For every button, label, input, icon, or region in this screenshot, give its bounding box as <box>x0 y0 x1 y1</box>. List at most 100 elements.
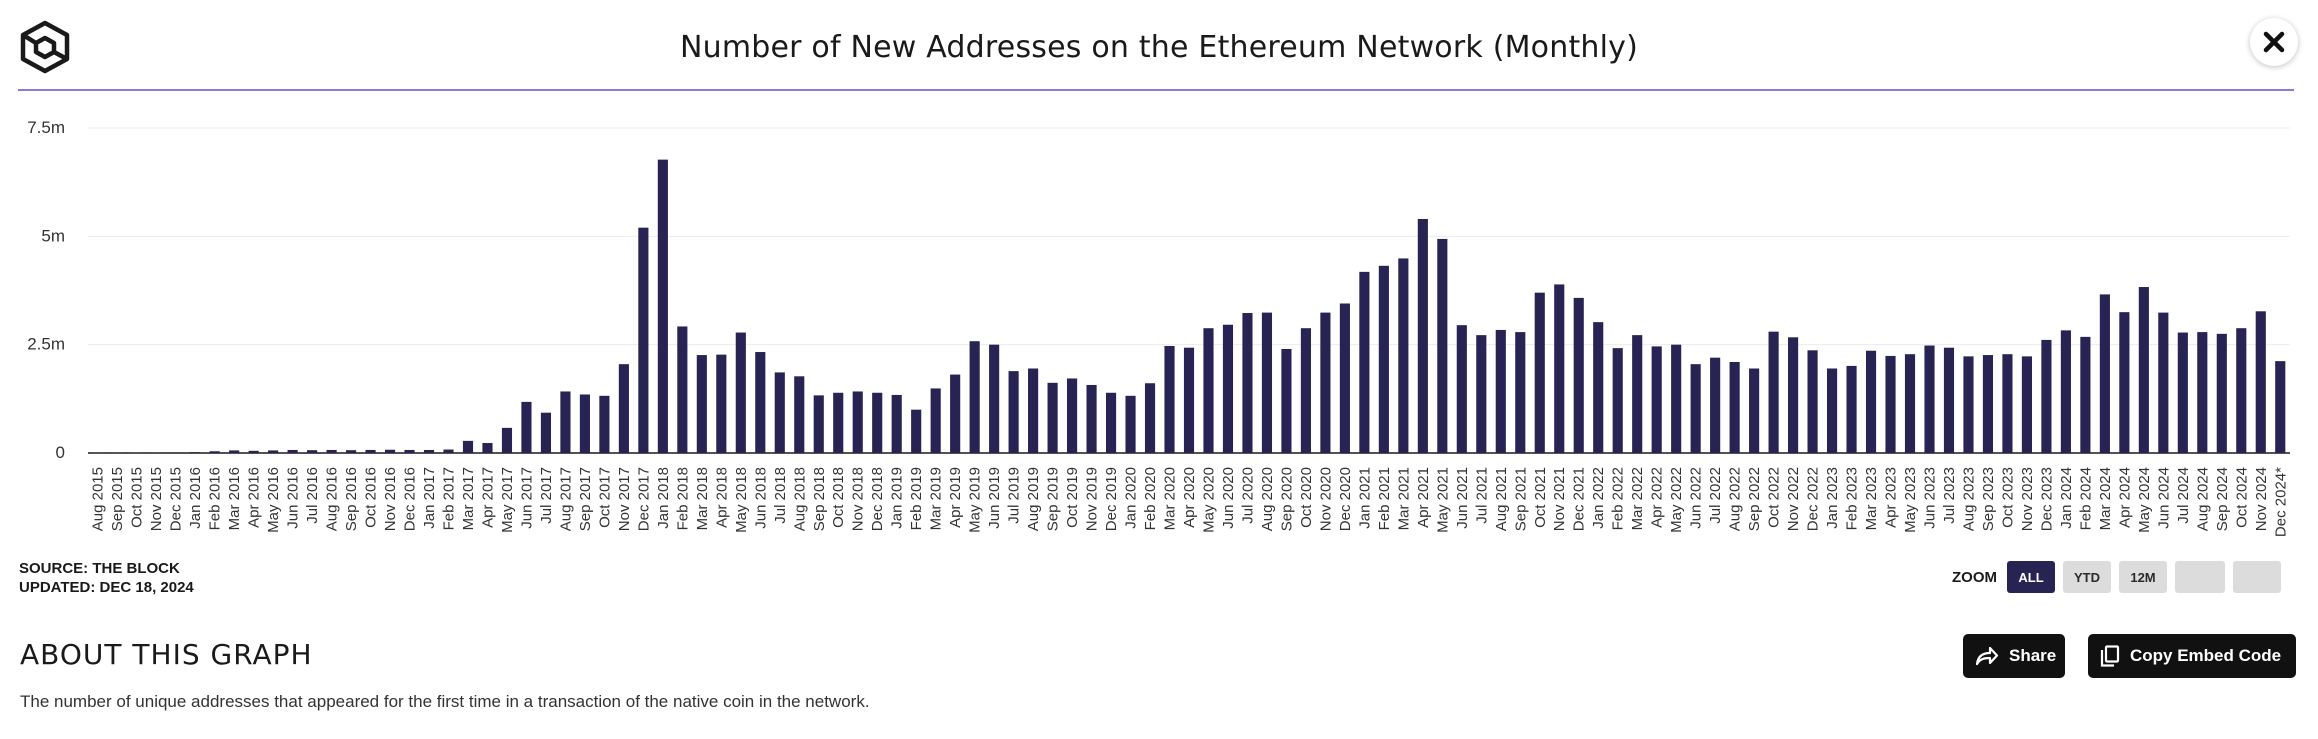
bar[interactable] <box>1359 271 1370 453</box>
close-button[interactable] <box>2250 18 2298 66</box>
bar[interactable] <box>1437 238 1448 453</box>
zoom-option-button[interactable] <box>2175 561 2225 593</box>
bar[interactable] <box>1534 292 1545 453</box>
bar[interactable] <box>813 395 824 453</box>
bar[interactable] <box>969 341 980 453</box>
bar[interactable] <box>833 392 844 453</box>
bar[interactable] <box>229 450 240 453</box>
bar[interactable] <box>2041 339 2052 453</box>
bar[interactable] <box>404 449 415 453</box>
bar[interactable] <box>2060 330 2071 453</box>
bar[interactable] <box>2099 294 2110 453</box>
bar[interactable] <box>1242 313 1253 453</box>
bar[interactable] <box>735 332 746 453</box>
bar[interactable] <box>2021 356 2032 453</box>
bar[interactable] <box>599 395 610 453</box>
bar[interactable] <box>462 440 474 453</box>
bar[interactable] <box>92 452 103 454</box>
bar[interactable] <box>209 451 220 453</box>
bar[interactable] <box>365 449 376 453</box>
bar[interactable] <box>560 391 571 453</box>
bar[interactable] <box>2002 354 2013 453</box>
bar[interactable] <box>1826 368 1838 454</box>
bar[interactable] <box>1632 335 1643 453</box>
bar[interactable] <box>774 372 785 453</box>
bar[interactable] <box>1749 368 1760 454</box>
bar[interactable] <box>2236 328 2247 453</box>
bar[interactable] <box>1768 331 1779 453</box>
bar[interactable] <box>287 449 298 453</box>
bar[interactable] <box>677 326 688 453</box>
bar[interactable] <box>852 391 863 453</box>
bar[interactable] <box>930 388 941 453</box>
bar[interactable] <box>423 449 435 453</box>
bar[interactable] <box>2138 287 2149 453</box>
bar[interactable] <box>638 227 649 453</box>
bar[interactable] <box>618 364 629 453</box>
bar[interactable] <box>579 394 590 454</box>
bar[interactable] <box>950 374 961 453</box>
bar[interactable] <box>716 354 727 453</box>
bar[interactable] <box>1982 355 1994 453</box>
bar[interactable] <box>2177 332 2188 453</box>
cube-logo-icon[interactable] <box>18 20 72 74</box>
bar[interactable] <box>696 355 707 453</box>
bar[interactable] <box>2275 361 2286 453</box>
bar[interactable] <box>1690 364 1701 453</box>
bar[interactable] <box>872 392 883 453</box>
bar[interactable] <box>151 452 162 454</box>
bar[interactable] <box>1320 312 1331 453</box>
bar[interactable] <box>1222 324 1234 453</box>
bar[interactable] <box>1788 337 1799 453</box>
bar[interactable] <box>1885 355 1896 453</box>
bar[interactable] <box>1417 219 1428 453</box>
bar[interactable] <box>346 450 357 453</box>
bar[interactable] <box>112 452 123 454</box>
bar[interactable] <box>657 159 668 453</box>
bar[interactable] <box>1203 328 1214 453</box>
bar[interactable] <box>2197 332 2208 453</box>
bar[interactable] <box>1086 384 1097 453</box>
bar[interactable] <box>1067 378 1078 453</box>
bar[interactable] <box>1144 383 1156 453</box>
bar[interactable] <box>1105 392 1117 453</box>
bar[interactable] <box>1398 258 1409 453</box>
bar[interactable] <box>307 450 318 453</box>
bar[interactable] <box>482 443 493 453</box>
bar[interactable] <box>1593 322 1604 453</box>
bar[interactable] <box>1651 346 1662 453</box>
bar[interactable] <box>384 449 396 453</box>
bar[interactable] <box>1710 357 1721 453</box>
bar[interactable] <box>540 412 552 453</box>
bar[interactable] <box>326 449 337 453</box>
zoom-ytd-button[interactable]: YTD <box>2063 561 2111 593</box>
copy-embed-button[interactable]: Copy Embed Code <box>2088 634 2296 678</box>
bar[interactable] <box>2119 312 2130 453</box>
bar[interactable] <box>1612 348 1623 453</box>
bar[interactable] <box>1456 325 1467 453</box>
bar[interactable] <box>1943 347 1955 453</box>
zoom-12m-button[interactable]: 12M <box>2119 561 2167 593</box>
bar[interactable] <box>1183 347 1195 453</box>
bar[interactable] <box>1164 345 1175 453</box>
bar[interactable] <box>2158 312 2169 453</box>
bar[interactable] <box>1008 371 1019 453</box>
bar[interactable] <box>501 427 513 453</box>
bar[interactable] <box>1924 345 1935 453</box>
bar[interactable] <box>1573 297 1584 453</box>
bar[interactable] <box>1807 350 1818 453</box>
bar[interactable] <box>1047 382 1058 453</box>
bar[interactable] <box>1671 344 1682 453</box>
bar[interactable] <box>1281 349 1292 453</box>
bar[interactable] <box>268 450 279 453</box>
bar[interactable] <box>1378 265 1389 453</box>
bar[interactable] <box>521 401 532 453</box>
bar[interactable] <box>794 376 805 453</box>
bar[interactable] <box>170 452 181 453</box>
bar[interactable] <box>1476 335 1487 453</box>
bar[interactable] <box>248 450 259 453</box>
bar[interactable] <box>443 449 454 453</box>
bar[interactable] <box>1300 328 1311 453</box>
bar[interactable] <box>1554 284 1565 453</box>
bar[interactable] <box>1495 329 1506 453</box>
